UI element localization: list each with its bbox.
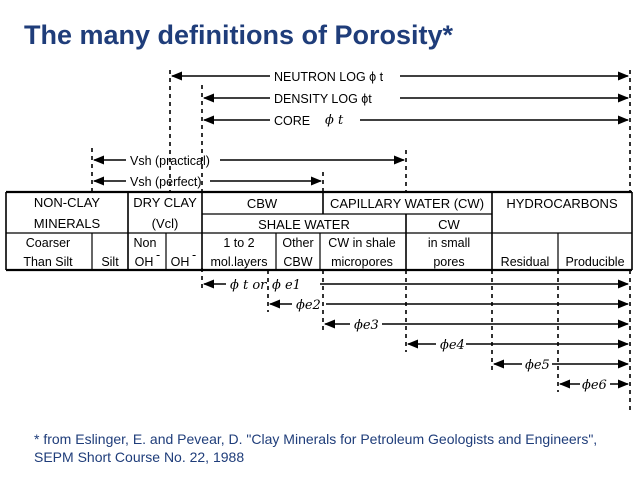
pores-label: pores (433, 255, 464, 269)
than-silt-label: Than Silt (23, 255, 73, 269)
core-label: CORE (274, 114, 310, 128)
vsh-perfect-label: Vsh (perfect) (130, 175, 202, 189)
phi-e5-label: ϕe5 (525, 358, 550, 373)
phi-e2-label: ϕe2 (296, 298, 321, 313)
phi-e6-label: ϕe6 (582, 378, 607, 393)
producible-label: Producible (565, 255, 624, 269)
cbw-header: CBW (247, 196, 278, 211)
core-phi-label: ϕ t (325, 113, 344, 128)
hydrocarbons-header: HYDROCARBONS (506, 196, 618, 211)
phi-t-or-label: ϕ t or (230, 278, 267, 293)
log-arrows (92, 71, 630, 186)
nonclay-label-1: NON-CLAY (34, 195, 101, 210)
dryclay-label-1: DRY CLAY (133, 195, 197, 210)
oh-non-label: OH (135, 255, 154, 269)
phi-e3-label: ϕe3 (354, 318, 379, 333)
cw-header: CW (438, 217, 460, 232)
coarser-label: Coarser (26, 236, 70, 250)
non-label: Non (134, 236, 157, 250)
phi-e4-label: ϕe4 (440, 338, 465, 353)
oh-non-superscript: - (156, 248, 160, 262)
silt-label: Silt (101, 255, 119, 269)
capillary-water-header: CAPILLARY WATER (CW) (330, 196, 484, 211)
dryclay-label-2: (Vcl) (152, 216, 179, 231)
slide-title: The many definitions of Porosity* (24, 20, 454, 50)
shale-water-header: SHALE WATER (258, 217, 350, 232)
cbw-cell-label: CBW (283, 255, 312, 269)
effective-porosity-arrows (202, 279, 630, 389)
one-to-two-label: 1 to 2 (223, 236, 254, 250)
density-log-label: DENSITY LOG ϕt (274, 92, 372, 106)
citation-footnote: * from Eslinger, E. and Pevear, D. "Clay… (34, 431, 598, 465)
micropores-label: micropores (331, 255, 393, 269)
other-label: Other (282, 236, 313, 250)
vsh-practical-label: Vsh (practical) (130, 154, 210, 168)
in-small-label: in small (428, 236, 470, 250)
phi-e1-label: ϕ e1 (272, 278, 301, 293)
nonclay-label-2: MINERALS (34, 216, 101, 231)
oh-superscript: - (192, 248, 196, 262)
oh-label: OH (171, 255, 190, 269)
mol-layers-label: mol.layers (211, 255, 268, 269)
cw-in-shale-label: CW in shale (328, 236, 395, 250)
neutron-log-label: NEUTRON LOG ϕ t (274, 70, 384, 84)
classification-table (5, 190, 633, 272)
residual-label: Residual (501, 255, 550, 269)
dashed-guides (91, 70, 631, 412)
